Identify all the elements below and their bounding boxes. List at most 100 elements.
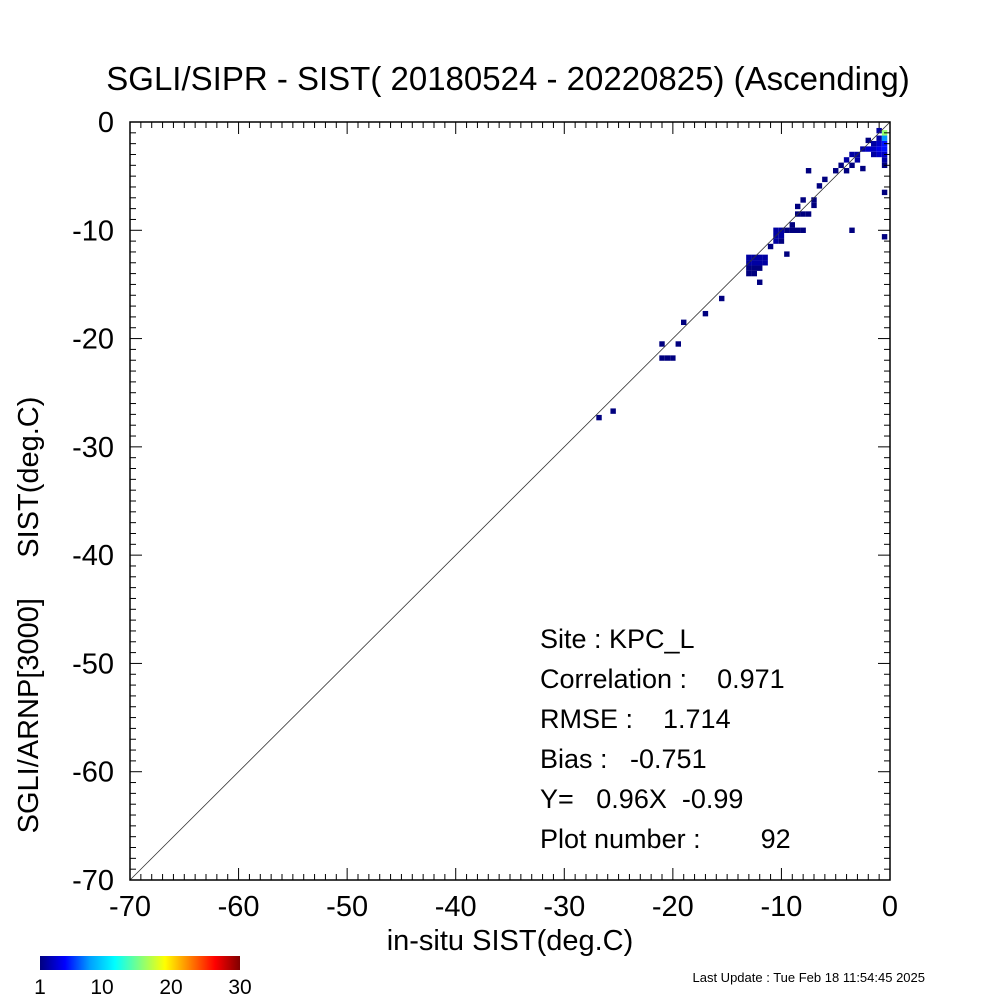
data-point: [838, 162, 844, 169]
data-point: [881, 135, 888, 141]
data-point: [675, 341, 681, 347]
data-point: [876, 140, 882, 147]
x-tick-label: -50: [326, 891, 368, 923]
x-tick-label: -10: [760, 891, 802, 923]
colorbar-tick-label: 1: [34, 976, 46, 999]
data-point: [664, 355, 671, 361]
data-point: [881, 146, 888, 152]
colorbar-tick-labels: 1 10 20 30: [34, 976, 252, 999]
data-point: [767, 243, 774, 250]
y-tick-label: -10: [72, 215, 114, 247]
colorbar: 1 10 20 30: [34, 956, 252, 999]
x-tick-label: -20: [652, 891, 694, 923]
colorbar-tick-label: 10: [90, 976, 113, 999]
y-tick-label: -60: [72, 757, 114, 789]
colorbar-tick-label: 20: [159, 976, 182, 999]
data-point: [865, 137, 871, 144]
y-tick-label: -20: [72, 324, 114, 356]
data-point: [757, 254, 763, 261]
data-point: [795, 227, 801, 233]
stat-rmse: RMSE : 1.714: [540, 704, 731, 734]
data-point: [876, 127, 882, 134]
data-point: [871, 146, 877, 152]
data-point: [746, 265, 752, 271]
data-point: [811, 197, 817, 203]
y-axis-label: SGLI/ARNP[3000] SIST(deg.C): [13, 397, 45, 834]
data-point: [843, 168, 850, 174]
y-tick-labels: -70 -60 -50 -40 -30 -20 -10 0: [72, 107, 114, 897]
data-point: [854, 157, 861, 163]
data-point: [773, 238, 779, 244]
chart-title: SGLI/SIPR - SIST( 20180524 - 20220825) (…: [106, 60, 909, 97]
data-point: [773, 227, 779, 233]
data-point: [751, 260, 757, 266]
data-point: [881, 189, 888, 196]
data-point: [876, 146, 882, 152]
stat-plot-number: Plot number : 92: [540, 824, 791, 854]
data-point: [719, 295, 725, 302]
data-point: [800, 197, 806, 203]
colorbar-tick-label: 30: [228, 976, 251, 999]
last-update-text: Last Update : Tue Feb 18 11:54:45 2025: [693, 970, 926, 985]
x-tick-label: -60: [218, 891, 260, 923]
data-point: [746, 254, 752, 261]
data-point: [881, 157, 888, 163]
data-point: [751, 270, 757, 277]
data-point: [843, 157, 850, 163]
stat-bias: Bias : -0.751: [540, 744, 707, 774]
data-point: [805, 168, 812, 174]
data-point: [860, 165, 866, 172]
data-point: [659, 341, 665, 347]
stat-regression: Y= 0.96X -0.99: [540, 784, 743, 814]
one-to-one-line-group: [129, 121, 891, 881]
data-point: [816, 183, 823, 189]
y-tick-label: -30: [72, 432, 114, 464]
data-point: [789, 227, 795, 233]
data-point: [762, 260, 768, 266]
data-point: [805, 211, 812, 217]
data-point: [751, 265, 757, 271]
statistics-box: Site : KPC_L Correlation : 0.971 RMSE : …: [540, 624, 791, 854]
data-point: [610, 408, 616, 414]
data-point: [757, 265, 763, 271]
x-axis-label: in-situ SIST(deg.C): [387, 925, 634, 957]
data-point: [757, 260, 763, 266]
data-point: [681, 319, 687, 326]
x-tick-label: -30: [543, 891, 585, 923]
data-point: [800, 211, 806, 217]
x-tick-label: -70: [109, 891, 151, 923]
data-point: [757, 279, 763, 285]
plot-frame: [129, 121, 891, 881]
stat-correlation: Correlation : 0.971: [540, 664, 785, 694]
data-point: [822, 176, 828, 183]
data-point: [784, 227, 790, 233]
data-point: [876, 151, 882, 158]
data-point: [811, 202, 817, 209]
data-point: [871, 151, 877, 158]
data-point: [670, 355, 676, 361]
x-tick-labels: -70 -60 -50 -40 -30 -20 -10 0: [109, 891, 898, 923]
data-point: [789, 222, 795, 228]
x-tick-label: 0: [882, 891, 898, 923]
x-tick-label: -40: [435, 891, 477, 923]
data-point: [778, 232, 785, 239]
data-point: [865, 146, 871, 152]
y-tick-label: 0: [98, 107, 114, 139]
colorbar-gradient: [40, 956, 240, 970]
data-point: [659, 355, 665, 361]
data-point: [795, 203, 801, 210]
data-point: [833, 168, 839, 174]
data-points: [596, 127, 888, 421]
data-point: [762, 254, 768, 261]
y-tick-label: -40: [72, 540, 114, 572]
y-tick-label: -50: [72, 648, 114, 680]
data-point: [849, 162, 855, 169]
data-point: [702, 310, 709, 317]
data-point: [784, 251, 790, 257]
data-point: [849, 151, 855, 158]
data-point: [881, 234, 888, 240]
data-point: [849, 227, 855, 233]
data-point: [876, 135, 882, 141]
data-point: [871, 140, 877, 147]
